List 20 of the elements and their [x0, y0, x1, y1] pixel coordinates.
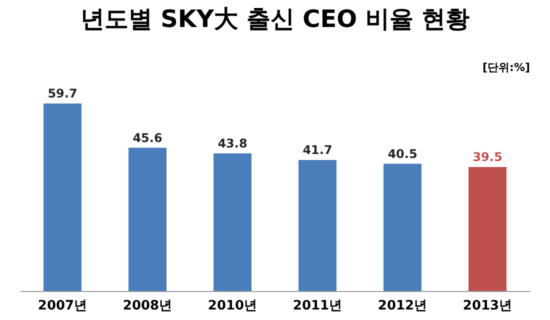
- x-tick-label: 2010년: [208, 298, 258, 314]
- x-tick-label: 2008년: [122, 298, 172, 314]
- bar: [214, 153, 252, 291]
- data-label: 45.6: [132, 130, 162, 145]
- bar: [468, 166, 506, 291]
- bar: [384, 164, 422, 291]
- bar: [44, 104, 82, 291]
- x-tick-label: 2007년: [38, 298, 88, 314]
- data-label: 43.8: [218, 136, 248, 150]
- data-label: 59.7: [48, 86, 78, 100]
- bar: [298, 160, 336, 291]
- data-label: 40.5: [388, 146, 418, 161]
- x-tick-label: 2012년: [378, 298, 428, 314]
- bar: [128, 148, 166, 291]
- x-tick-label: 2011년: [292, 298, 342, 314]
- data-label: 41.7: [302, 143, 332, 158]
- chart-title: 년도별 SKY大 출신 CEO 비율 현황: [80, 5, 470, 33]
- x-tick-label: 2013년: [462, 298, 512, 314]
- data-label: 39.5: [472, 150, 502, 164]
- text: [단위:%]: [482, 61, 530, 74]
